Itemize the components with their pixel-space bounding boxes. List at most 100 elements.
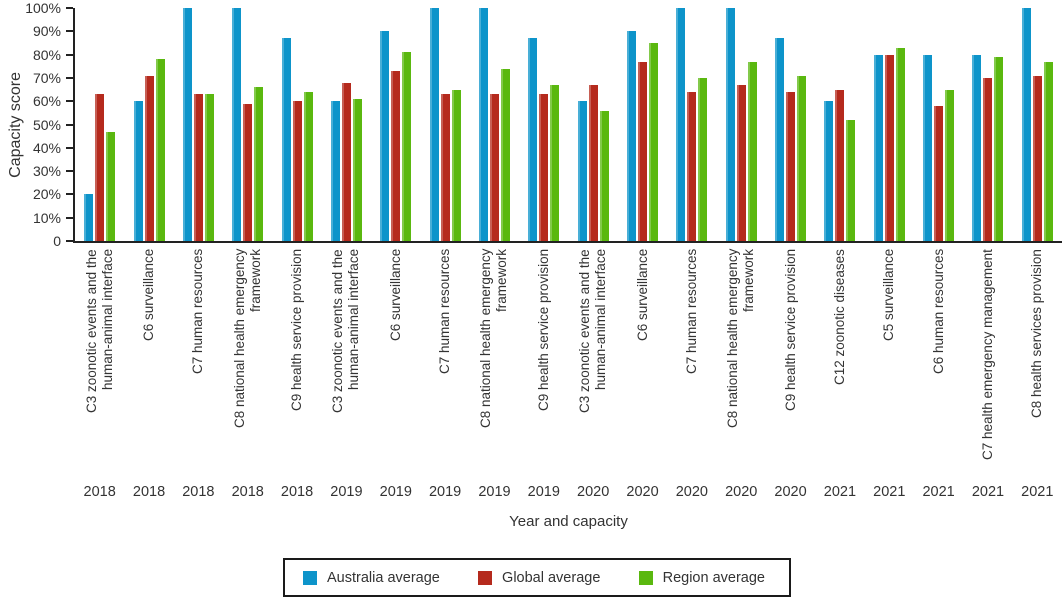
bar-australia-average [873,54,883,241]
x-category-label-wrap: C5 surveillance [865,249,914,463]
x-category-label-wrap: C8 health services provision [1013,249,1062,463]
bar-region-average [402,52,412,241]
x-category-label-wrap: C9 health service provision [272,249,321,463]
bar-global-average [736,84,746,241]
bar-global-average [934,105,944,241]
bar-global-average [983,77,993,241]
x-year-label: 2020 [675,484,708,500]
x-category-label: C3 zoonotic events and the human-animal … [83,249,115,413]
legend-swatch-icon [638,570,653,585]
legend-item: Region average [638,570,765,586]
y-tick-mark [66,7,73,9]
y-tick-mark [66,123,73,126]
bar-australia-average [281,38,291,241]
x-category-label-wrap: C6 human resources [914,249,963,463]
bar-australia-average [232,8,242,241]
legend-swatch-icon [478,570,493,585]
bar-region-average [352,98,362,241]
bar-region-average [254,87,264,241]
bar-australia-average [923,54,933,241]
bar-region-average [106,131,116,241]
bar-global-average [687,91,697,241]
x-category-label-wrap: C6 surveillance [371,249,420,463]
y-tick-label: 10% [32,209,61,226]
y-tick-label: 50% [32,116,61,133]
bar-group [420,8,469,241]
bar-region-average [1043,61,1053,241]
bar-australia-average [380,31,390,241]
x-category-label-wrap: C9 health service provision [519,249,568,463]
x-category-label-wrap: C3 zoonotic events and the human-animal … [75,249,124,463]
x-category-label-wrap: C6 surveillance [618,249,667,463]
bar-group [174,8,223,241]
bar-region-average [797,75,807,241]
bar-group [717,8,766,241]
x-year-label: 2020 [725,484,758,500]
x-category-label: C6 surveillance [387,249,403,342]
legend-item: Global average [478,570,600,586]
bar-australia-average [1021,8,1031,241]
x-year-label: 2019 [428,484,462,500]
bar-global-average [144,75,154,241]
x-category-label: C7 human resources [683,249,699,375]
x-category-label: C8 national health emergency framework [231,249,263,429]
legend-swatch-icon [303,570,317,585]
y-tick-label: 90% [32,23,61,40]
bar-global-average [243,103,253,241]
x-year-label: 2019 [379,484,412,500]
bar-group [272,8,321,241]
x-category-label-wrap: C8 national health emergency framework [470,249,519,463]
bar-region-average [698,77,708,241]
y-tick-mark [66,216,73,219]
bar-region-average [747,61,757,241]
y-tick-mark [66,100,73,103]
bar-region-average [550,84,560,241]
bar-group [865,8,914,241]
x-category-label-wrap: C3 zoonotic events and the human-animal … [569,249,618,463]
x-category-label: C7 human resources [437,249,453,375]
x-category-label: C3 zoonotic events and the human-animal … [577,249,609,413]
x-year-label: 2018 [231,484,264,500]
x-category-label: C6 surveillance [634,249,650,342]
bar-global-average [391,70,401,241]
x-category-label: C5 surveillance [881,249,897,342]
x-category-label-wrap: C12 zoonotic diseases [815,249,864,463]
y-tick-label: 40% [32,139,61,156]
x-year-label: 2020 [577,484,610,500]
bar-region-average [945,89,955,241]
bar-global-average [539,94,549,241]
y-tick-label: 0 [53,233,61,249]
x-category-label: C8 national health emergency framework [478,249,510,429]
bar-australia-average [824,101,834,241]
bar-australia-average [478,8,488,241]
bar-region-average [451,89,461,241]
x-year-label: 2018 [132,484,166,500]
bar-global-average [193,94,203,241]
bar-group [322,8,371,241]
bar-region-average [155,59,165,241]
bar-australia-average [182,8,192,241]
bar-australia-average [676,8,686,241]
bar-region-average [204,94,214,241]
x-category-label-wrap: C7 human resources [420,249,469,463]
y-tick-mark [66,146,73,149]
x-year-label: 2018 [280,484,314,500]
x-category-label: C6 surveillance [141,249,157,342]
x-year-label: 2018 [182,484,215,500]
bar-group [963,8,1012,241]
bar-australia-average [577,101,587,241]
y-tick-label: 70% [32,69,61,86]
bar-region-average [895,47,905,241]
bar-region-average [303,91,313,241]
bar-group [569,8,618,241]
x-category-label-wrap: C6 surveillance [124,249,173,463]
y-tick-label: 60% [32,93,61,110]
x-year-label: 2019 [527,484,560,500]
bar-global-average [341,82,351,241]
bar-global-average [292,101,302,241]
x-year-label: 2021 [873,484,906,500]
x-axis-title: Year and capacity [509,513,628,530]
bar-group [75,8,124,241]
y-tick-label: 80% [32,46,61,63]
x-year-label: 2021 [922,484,955,500]
